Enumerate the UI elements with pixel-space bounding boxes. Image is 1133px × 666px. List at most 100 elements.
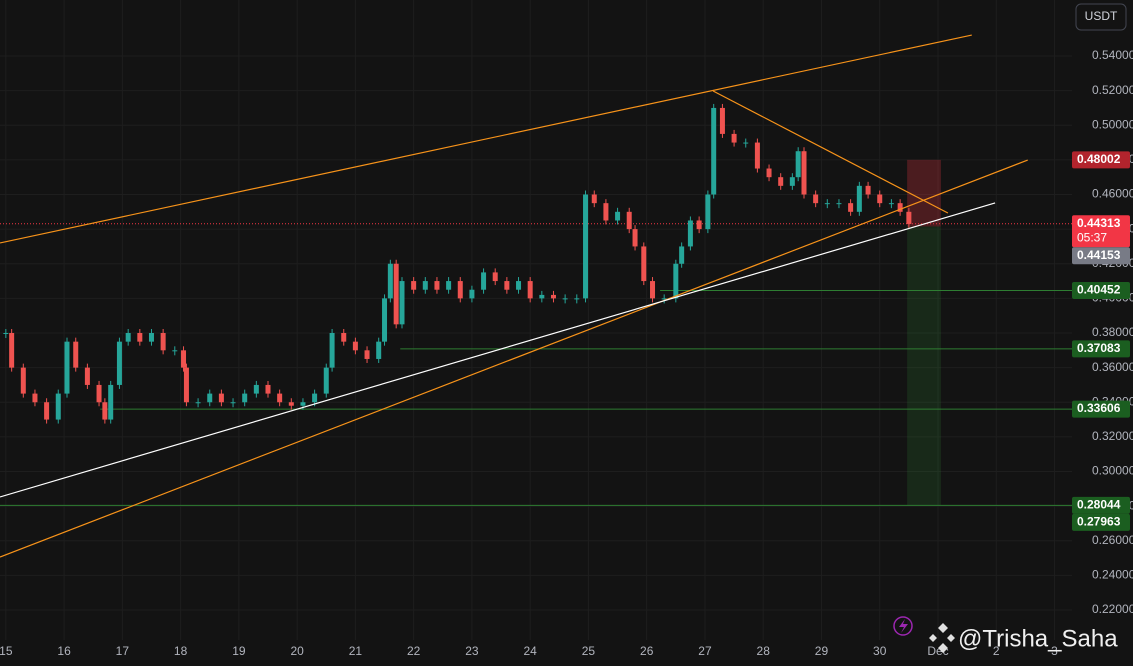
candle — [323, 367, 329, 394]
currency-button[interactable] — [1075, 3, 1127, 31]
y-tick-label: 0.36000 — [1092, 360, 1133, 374]
candle — [288, 402, 294, 406]
candle — [687, 220, 693, 247]
x-tick-label: 20 — [290, 644, 304, 658]
x-tick-label: 26 — [640, 644, 654, 658]
stop-zone — [907, 159, 941, 227]
y-tick-label: 0.24000 — [1092, 568, 1133, 582]
candle — [865, 185, 871, 195]
candle — [265, 384, 271, 394]
price-label-box — [1072, 496, 1130, 514]
candle — [300, 402, 306, 406]
candle — [84, 367, 90, 385]
target-zone — [907, 226, 941, 506]
candle — [856, 185, 862, 212]
candle — [574, 298, 580, 300]
y-tick-label: 0.46000 — [1092, 187, 1133, 201]
candle — [376, 341, 382, 359]
candle — [848, 203, 854, 212]
candle — [897, 203, 903, 212]
candle — [591, 194, 597, 204]
candle — [705, 194, 711, 230]
candle — [888, 203, 894, 205]
y-tick-label: 0.22000 — [1092, 602, 1133, 616]
price-label: 0.48002 — [1077, 152, 1121, 166]
price-label-box — [1072, 513, 1130, 531]
price-label: 0.40452 — [1077, 283, 1121, 297]
x-tick-label: 22 — [407, 644, 421, 658]
candle — [696, 220, 702, 230]
candle — [562, 298, 568, 300]
x-tick-label: 3 — [1051, 644, 1058, 658]
candle — [387, 263, 393, 299]
candle — [801, 151, 807, 195]
candle — [583, 194, 589, 299]
candle — [230, 402, 236, 404]
trendline — [0, 34, 972, 244]
candle — [743, 142, 749, 144]
x-tick-label: 29 — [815, 644, 829, 658]
price-label: 0.37083 — [1077, 341, 1121, 355]
candle — [603, 203, 609, 221]
candle — [673, 263, 679, 299]
x-tick-label: 15 — [0, 644, 13, 658]
y-tick-label: 0.50000 — [1092, 117, 1133, 131]
candle — [253, 384, 259, 394]
price-label-box — [1072, 340, 1130, 358]
y-tick-label: 0.26000 — [1092, 533, 1133, 547]
price-label: 0.27963 — [1077, 515, 1121, 529]
candle — [877, 194, 883, 204]
currency[interactable]: USDT — [1085, 9, 1118, 23]
candle — [789, 177, 795, 186]
countdown: 05:37 — [1077, 230, 1107, 244]
candle — [615, 211, 621, 221]
price-label: 0.44313 — [1077, 216, 1121, 230]
candle — [469, 289, 475, 299]
x-tick-label: 28 — [757, 644, 771, 658]
candle — [393, 263, 399, 325]
candle — [650, 281, 656, 299]
candle — [277, 393, 283, 403]
candle — [632, 229, 638, 247]
candle — [813, 194, 819, 204]
candle — [207, 393, 213, 403]
candle — [352, 341, 358, 351]
candle — [172, 350, 178, 352]
candle — [183, 367, 189, 403]
candle — [55, 393, 61, 420]
x-tick-label: 24 — [523, 644, 537, 658]
candle — [711, 107, 717, 195]
candle — [539, 294, 545, 299]
price-label-box — [1072, 215, 1130, 248]
candle — [116, 341, 122, 385]
alert-icon[interactable] — [893, 616, 913, 636]
candle — [731, 133, 737, 143]
x-tick-label: 23 — [465, 644, 479, 658]
candle — [434, 281, 440, 290]
candle — [125, 333, 131, 342]
candle — [836, 203, 842, 205]
candle — [516, 281, 522, 290]
x-tick-label: 18 — [174, 644, 188, 658]
candle — [108, 384, 114, 420]
price-label: 0.33606 — [1077, 401, 1121, 415]
x-tick-label: 25 — [582, 644, 596, 658]
y-tick-label: 0.30000 — [1092, 464, 1133, 478]
candle — [550, 294, 556, 299]
candle — [446, 281, 452, 290]
candle — [218, 393, 224, 403]
candle — [766, 168, 772, 178]
candle — [102, 402, 108, 420]
price-label: 0.44153 — [1077, 248, 1121, 262]
candle — [719, 107, 725, 134]
candle — [824, 203, 830, 205]
candle — [679, 246, 685, 264]
candle — [457, 281, 463, 299]
bolt — [899, 619, 908, 633]
watermark: @Trisha_Saha — [958, 625, 1118, 652]
candle — [32, 393, 38, 403]
candle — [341, 333, 347, 342]
y-tick-label: 0.38000 — [1092, 325, 1133, 339]
candle — [481, 272, 487, 290]
candle — [626, 211, 632, 230]
